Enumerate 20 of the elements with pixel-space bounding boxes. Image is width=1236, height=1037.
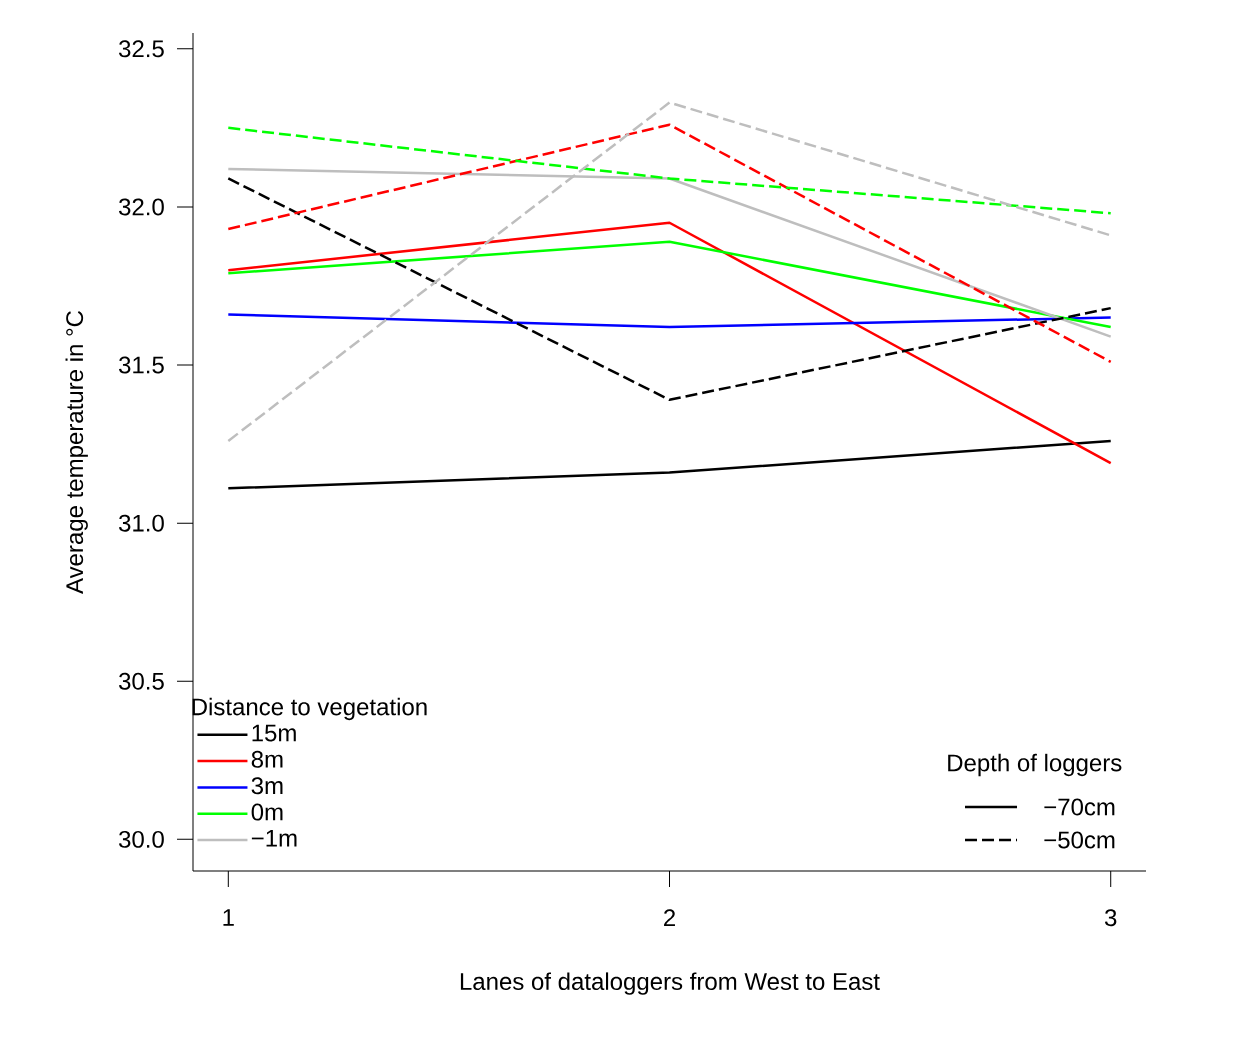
y-tick-label: 31.5 [119,356,164,374]
y-tick-label: 30.5 [119,672,164,690]
legend-label: 3m [251,777,283,795]
x-axis-title: Lanes of dataloggers from West to East [460,972,880,995]
legend-title: Distance to vegetation [192,697,427,721]
y-tick-label: 32.5 [119,40,164,58]
legend-label: 8m [251,750,283,768]
y-tick-label: 30.0 [119,830,164,848]
legend-label: 0m [251,803,283,821]
legend-label: −1m [251,829,297,847]
x-tick-label: 3 [1104,909,1117,927]
annotation: −70cm [1044,798,1115,816]
x-tick-label: 1 [223,909,234,926]
x-tick-label: 2 [664,909,675,926]
y-tick-label: 32.0 [119,198,164,216]
legend-label: 15m [252,724,296,742]
y-tick-label: 31.0 [119,514,164,532]
annotation: −50cm [1044,831,1115,849]
y-axis-title: Average temperature in °C [65,310,88,594]
annotation: Depth of loggers [948,753,1122,777]
